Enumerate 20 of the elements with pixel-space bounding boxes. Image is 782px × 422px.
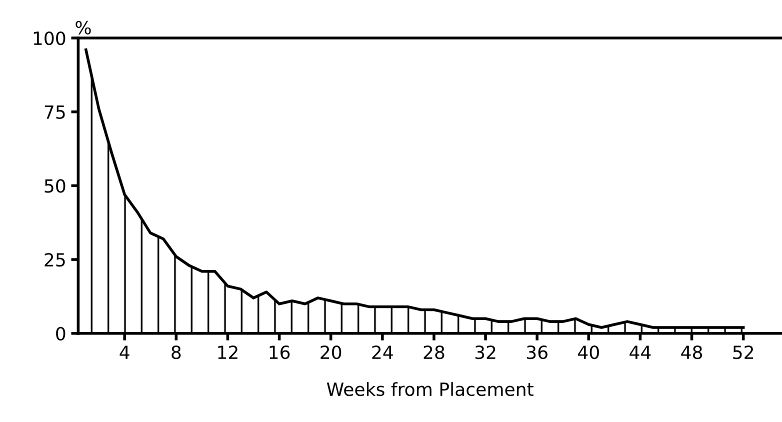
x-tick-label: 4 (120, 346, 130, 359)
x-tick-label: 44 (630, 346, 651, 359)
x-tick-label: 16 (270, 346, 290, 360)
x-tick-label: 8 (172, 346, 181, 360)
x-tick-label: 32 (475, 346, 496, 360)
x-tick-label: 48 (681, 346, 702, 360)
y-tick-label: 100 (34, 31, 66, 46)
x-tick-label: 12 (218, 346, 238, 359)
x-tick-label: 36 (526, 346, 548, 360)
x-tick-label: 40 (578, 346, 599, 360)
x-axis-title: Weeks from Placement (326, 382, 534, 396)
x-tick-label: 20 (320, 346, 342, 360)
y-tick-label: 0 (56, 326, 66, 340)
x-tick-label: 28 (424, 346, 444, 360)
y-tick-label: 25 (44, 252, 65, 267)
y-axis-title: % (76, 20, 91, 34)
x-tick-label: 52 (733, 346, 754, 360)
x-tick-label: 24 (372, 346, 393, 359)
y-tick-label: 75 (44, 106, 65, 119)
y-tick-label: 50 (44, 179, 66, 193)
